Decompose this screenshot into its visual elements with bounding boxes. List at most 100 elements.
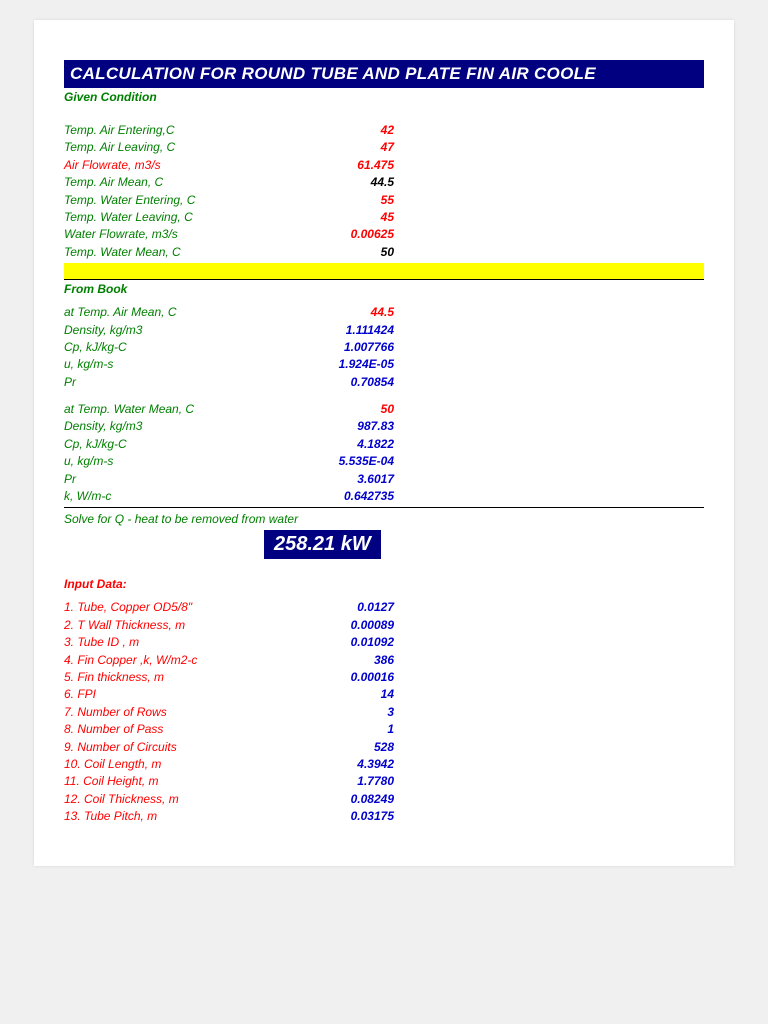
row-value: 1.7780 bbox=[284, 773, 394, 790]
row-value: 3 bbox=[284, 704, 394, 721]
given-condition-rows: Temp. Air Entering,C42Temp. Air Leaving,… bbox=[64, 122, 704, 261]
row-value: 45 bbox=[284, 209, 394, 226]
row-label: 11. Coil Height, m bbox=[64, 773, 284, 790]
row-label: u, kg/m-s bbox=[64, 356, 284, 373]
row-value: 386 bbox=[284, 652, 394, 669]
data-row: Temp. Air Leaving, C47 bbox=[64, 139, 704, 156]
data-row: 3. Tube ID , m0.01092 bbox=[64, 634, 704, 651]
row-value: 1.111424 bbox=[284, 322, 394, 339]
row-label: 10. Coil Length, m bbox=[64, 756, 284, 773]
row-value: 0.08249 bbox=[284, 791, 394, 808]
q-result-box: 258.21 kW bbox=[264, 530, 381, 559]
data-row: 8. Number of Pass1 bbox=[64, 721, 704, 738]
data-row: 10. Coil Length, m4.3942 bbox=[64, 756, 704, 773]
air-property-rows: Density, kg/m31.111424Cp, kJ/kg-C1.00776… bbox=[64, 322, 704, 392]
water-mean-row: at Temp. Water Mean, C 50 bbox=[64, 401, 704, 418]
input-data-heading: Input Data: bbox=[64, 577, 704, 591]
data-row: k, W/m-c0.642735 bbox=[64, 488, 704, 505]
divider-line bbox=[64, 507, 704, 508]
row-label: Cp, kJ/kg-C bbox=[64, 339, 284, 356]
row-value: 0.00016 bbox=[284, 669, 394, 686]
row-value: 0.642735 bbox=[284, 488, 394, 505]
data-row: Temp. Water Mean, C50 bbox=[64, 244, 704, 261]
data-row: 11. Coil Height, m1.7780 bbox=[64, 773, 704, 790]
row-label: Temp. Water Entering, C bbox=[64, 192, 284, 209]
data-row: Pr0.70854 bbox=[64, 374, 704, 391]
row-label: Density, kg/m3 bbox=[64, 322, 284, 339]
data-row: 9. Number of Circuits528 bbox=[64, 739, 704, 756]
row-value: 3.6017 bbox=[284, 471, 394, 488]
row-label: 3. Tube ID , m bbox=[64, 634, 284, 651]
row-value: 0.00625 bbox=[284, 226, 394, 243]
row-value: 0.00089 bbox=[284, 617, 394, 634]
data-row: Temp. Water Leaving, C45 bbox=[64, 209, 704, 226]
air-mean-value: 44.5 bbox=[284, 304, 394, 321]
row-label: Pr bbox=[64, 374, 284, 391]
data-row: 4. Fin Copper ,k, W/m2-c386 bbox=[64, 652, 704, 669]
data-row: Water Flowrate, m3/s0.00625 bbox=[64, 226, 704, 243]
row-label: Cp, kJ/kg-C bbox=[64, 436, 284, 453]
q-solve-label: Solve for Q - heat to be removed from wa… bbox=[64, 512, 704, 526]
row-label: 12. Coil Thickness, m bbox=[64, 791, 284, 808]
data-row: 6. FPI14 bbox=[64, 686, 704, 703]
water-mean-value: 50 bbox=[284, 401, 394, 418]
row-value: 1 bbox=[284, 721, 394, 738]
data-row: 13. Tube Pitch, m0.03175 bbox=[64, 808, 704, 825]
data-row: Density, kg/m3987.83 bbox=[64, 418, 704, 435]
yellow-divider bbox=[64, 263, 704, 280]
row-label: 13. Tube Pitch, m bbox=[64, 808, 284, 825]
row-label: 1. Tube, Copper OD5/8" bbox=[64, 599, 284, 616]
row-value: 55 bbox=[284, 192, 394, 209]
row-label: Temp. Water Mean, C bbox=[64, 244, 284, 261]
row-value: 47 bbox=[284, 139, 394, 156]
air-mean-row: at Temp. Air Mean, C 44.5 bbox=[64, 304, 704, 321]
row-label: Temp. Air Entering,C bbox=[64, 122, 284, 139]
row-value: 14 bbox=[284, 686, 394, 703]
water-mean-label: at Temp. Water Mean, C bbox=[64, 401, 284, 418]
row-value: 0.01092 bbox=[284, 634, 394, 651]
row-value: 61.475 bbox=[284, 157, 394, 174]
row-label: Pr bbox=[64, 471, 284, 488]
input-data-rows: 1. Tube, Copper OD5/8"0.01272. T Wall Th… bbox=[64, 599, 704, 825]
air-mean-label: at Temp. Air Mean, C bbox=[64, 304, 284, 321]
row-label: 4. Fin Copper ,k, W/m2-c bbox=[64, 652, 284, 669]
data-row: Pr3.6017 bbox=[64, 471, 704, 488]
row-label: Density, kg/m3 bbox=[64, 418, 284, 435]
row-label: Water Flowrate, m3/s bbox=[64, 226, 284, 243]
data-row: 7. Number of Rows3 bbox=[64, 704, 704, 721]
page-title: CALCULATION FOR ROUND TUBE AND PLATE FIN… bbox=[64, 60, 704, 88]
water-property-rows: Density, kg/m3987.83Cp, kJ/kg-C4.1822u, … bbox=[64, 418, 704, 505]
data-row: u, kg/m-s1.924E-05 bbox=[64, 356, 704, 373]
row-label: Temp. Water Leaving, C bbox=[64, 209, 284, 226]
row-label: Air Flowrate, m3/s bbox=[64, 157, 284, 174]
data-row: u, kg/m-s5.535E-04 bbox=[64, 453, 704, 470]
data-row: Density, kg/m31.111424 bbox=[64, 322, 704, 339]
row-value: 1.924E-05 bbox=[284, 356, 394, 373]
row-value: 42 bbox=[284, 122, 394, 139]
row-label: 6. FPI bbox=[64, 686, 284, 703]
row-label: k, W/m-c bbox=[64, 488, 284, 505]
data-row: 12. Coil Thickness, m0.08249 bbox=[64, 791, 704, 808]
row-label: 2. T Wall Thickness, m bbox=[64, 617, 284, 634]
row-label: 8. Number of Pass bbox=[64, 721, 284, 738]
row-value: 44.5 bbox=[284, 174, 394, 191]
data-row: Cp, kJ/kg-C4.1822 bbox=[64, 436, 704, 453]
row-value: 50 bbox=[284, 244, 394, 261]
row-value: 4.1822 bbox=[284, 436, 394, 453]
data-row: 2. T Wall Thickness, m0.00089 bbox=[64, 617, 704, 634]
data-row: Air Flowrate, m3/s61.475 bbox=[64, 157, 704, 174]
row-value: 0.03175 bbox=[284, 808, 394, 825]
row-value: 1.007766 bbox=[284, 339, 394, 356]
row-label: 7. Number of Rows bbox=[64, 704, 284, 721]
row-value: 987.83 bbox=[284, 418, 394, 435]
row-label: u, kg/m-s bbox=[64, 453, 284, 470]
data-row: Temp. Air Mean, C44.5 bbox=[64, 174, 704, 191]
row-label: 9. Number of Circuits bbox=[64, 739, 284, 756]
row-value: 4.3942 bbox=[284, 756, 394, 773]
data-row: 5. Fin thickness, m0.00016 bbox=[64, 669, 704, 686]
data-row: Cp, kJ/kg-C1.007766 bbox=[64, 339, 704, 356]
row-value: 0.70854 bbox=[284, 374, 394, 391]
data-row: Temp. Air Entering,C42 bbox=[64, 122, 704, 139]
document-page: CALCULATION FOR ROUND TUBE AND PLATE FIN… bbox=[34, 20, 734, 866]
row-label: Temp. Air Leaving, C bbox=[64, 139, 284, 156]
